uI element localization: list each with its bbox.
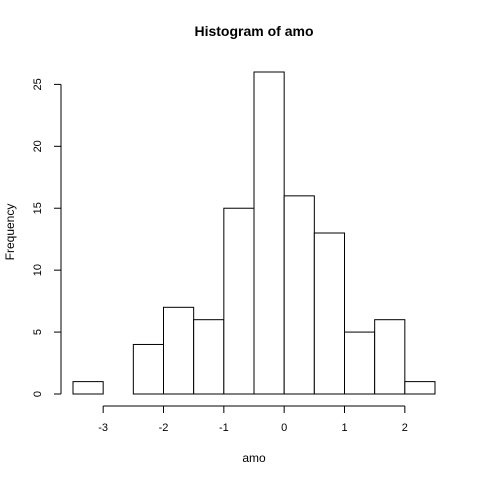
y-tick-label: 5: [32, 329, 44, 335]
x-axis: -3 -2 -1 0 1 2: [98, 405, 408, 434]
y-tick-label: 20: [32, 140, 44, 152]
bars-group: [72, 71, 436, 395]
y-tick-label: 0: [32, 391, 44, 397]
histogram-bar-4: [193, 319, 225, 395]
histogram-bar-10: [374, 319, 406, 395]
y-tick-label: 25: [32, 78, 44, 90]
y-tick-label: 15: [32, 202, 44, 214]
histogram-bar-3: [163, 306, 195, 395]
x-tick-label: 2: [402, 422, 408, 434]
chart-title: Histogram of amo: [194, 23, 313, 39]
histogram-bar-8: [313, 232, 346, 395]
y-axis-label: Frequency: [3, 204, 17, 261]
x-tick-label: -2: [159, 422, 169, 434]
histogram-bar-11: [404, 381, 436, 395]
x-tick-label: -1: [219, 422, 229, 434]
x-tick-label: 0: [281, 422, 287, 434]
x-tick-label: -3: [98, 422, 108, 434]
histogram-bar-0: [72, 381, 104, 395]
histogram-bar-9: [344, 331, 376, 395]
x-axis-label: amo: [242, 451, 266, 465]
x-tick-label: 1: [341, 422, 347, 434]
histogram-bar-6: [253, 71, 285, 395]
histogram-bar-2: [132, 343, 164, 395]
histogram-bar-5: [223, 207, 255, 395]
histogram-bar-7: [283, 195, 315, 395]
y-axis: 0 5 10 15 20 25: [32, 78, 62, 397]
y-tick-label: 10: [32, 264, 44, 276]
